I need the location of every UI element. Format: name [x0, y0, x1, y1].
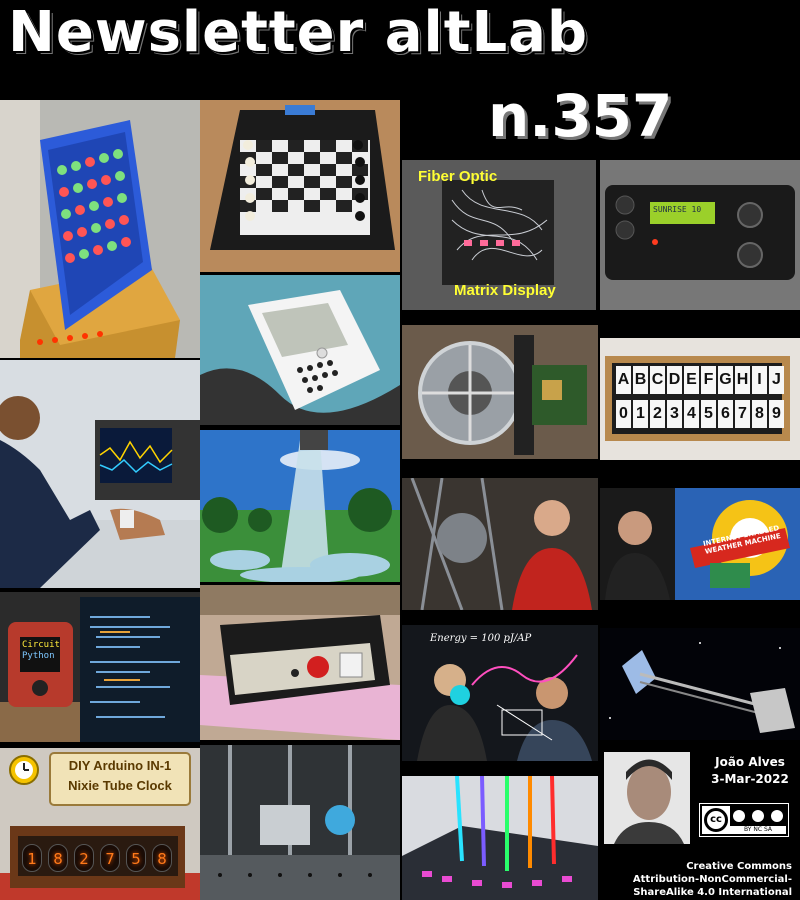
credits-block: João Alves 3-Mar-2022: [700, 754, 800, 788]
author-photo: [604, 752, 690, 844]
energy-formula: Energy = 100 pJ/AP: [430, 633, 532, 644]
issue-number: n.357: [488, 82, 673, 150]
flap-character: 7: [735, 400, 750, 428]
fiber-optic-label: Fiber Optic: [418, 168, 498, 185]
author-name: João Alves: [715, 755, 785, 769]
flap-character: G: [718, 366, 733, 394]
flap-character: 4: [684, 400, 699, 428]
matrix-display-label: Matrix Display: [454, 282, 556, 299]
flap-character: H: [735, 366, 750, 394]
circuit-python-photo: Circuit Python: [0, 592, 200, 742]
sa-icon: [770, 810, 783, 822]
nixie-title-line1: DIY Arduino IN-1: [68, 758, 172, 773]
creative-commons-icon: cc: [704, 808, 728, 832]
oscilloscope-lab-photo: [0, 360, 200, 588]
nixie-tube: 8: [152, 844, 172, 872]
flap-character: J: [769, 366, 784, 394]
engine-photo: [402, 325, 598, 459]
scientist-lab-photo: [402, 478, 598, 610]
cc-badge-text: BY NC SA: [744, 826, 772, 833]
flap-character: 8: [752, 400, 767, 428]
flap-character: F: [701, 366, 716, 394]
flap-character: 9: [769, 400, 784, 428]
flap-character: 2: [650, 400, 665, 428]
energy-scientists-photo: Energy = 100 pJ/AP: [402, 625, 598, 761]
by-icon: [733, 810, 746, 822]
lcd-alarm-box-photo: SUNRISE 10: [600, 160, 800, 310]
flap-character: B: [633, 366, 648, 394]
nixie-tube: 7: [100, 844, 120, 872]
flap-character: A: [616, 366, 631, 394]
license-line2: Attribution-NonCommercial-: [632, 874, 792, 885]
nixie-tube: 8: [48, 844, 68, 872]
fiber-optic-matrix-photo: Fiber Optic Matrix Display: [402, 160, 596, 310]
lcd-text: SUNRISE 10: [653, 205, 702, 214]
circuit-python-screen: Circuit Python: [22, 640, 60, 662]
nixie-tube: 1: [22, 844, 42, 872]
flap-character: 5: [701, 400, 716, 428]
python-label: Python: [22, 651, 55, 661]
plastic-waterfall-photo: [200, 430, 400, 582]
flap-character: E: [684, 366, 699, 394]
optics-lab-photo: [200, 745, 400, 900]
circuit-label: Circuit: [22, 640, 60, 650]
flap-character: 6: [718, 400, 733, 428]
nixie-tube: 2: [74, 844, 94, 872]
flap-character: 3: [667, 400, 682, 428]
flap-character: 1: [633, 400, 648, 428]
flap-character: C: [650, 366, 665, 394]
chess-board-photo: [200, 100, 400, 272]
connect-four-photo: [0, 100, 200, 358]
license-text: Creative Commons Attribution-NonCommerci…: [633, 860, 792, 899]
flap-character: D: [667, 366, 682, 394]
flap-character: I: [752, 366, 767, 394]
weather-machine-photo: INTERNET ENABLED WEATHER MACHINE: [600, 488, 800, 600]
newsletter-title: Newsletter altLab: [8, 0, 589, 65]
test-equipment-photo: [200, 585, 400, 740]
license-line1: Creative Commons: [686, 861, 792, 872]
license-line3: ShareAlike 4.0 International: [633, 887, 792, 898]
creative-commons-badge: cc BY NC SA: [699, 803, 789, 837]
handheld-computer-photo: [200, 275, 400, 425]
nixie-title-line2: Nixie Tube Clock: [68, 778, 172, 793]
space-telescope-photo: [600, 628, 800, 740]
publish-date: 3-Mar-2022: [711, 772, 789, 786]
nixie-title: DIY Arduino IN-1 Nixie Tube Clock: [54, 756, 186, 796]
nc-icon: [751, 810, 764, 822]
flap-character: 0: [616, 400, 631, 428]
laser-chip-photo: [402, 776, 598, 900]
nixie-tube: 5: [126, 844, 146, 872]
